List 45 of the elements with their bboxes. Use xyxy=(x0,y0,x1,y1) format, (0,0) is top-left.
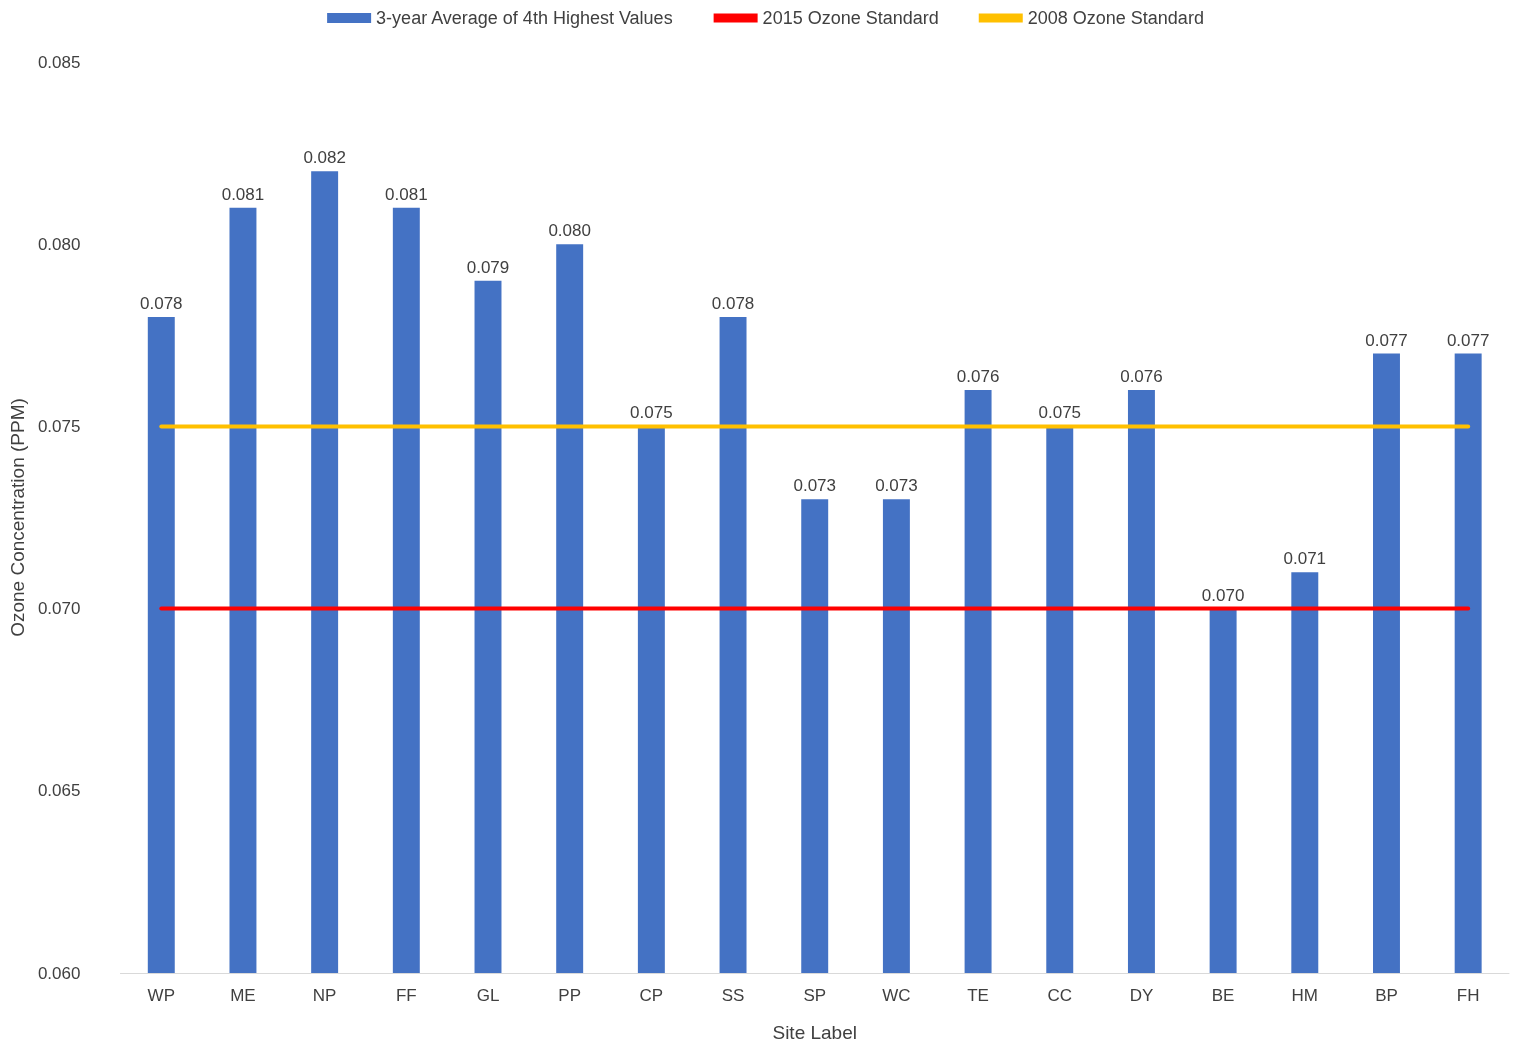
x-tick-label: PP xyxy=(558,986,582,1005)
data-label: 0.081 xyxy=(221,184,265,204)
data-label: 0.076 xyxy=(1120,366,1163,386)
x-tick-label: CP xyxy=(639,986,664,1005)
x-tick-label: NP xyxy=(312,986,337,1005)
data-label: 0.077 xyxy=(1446,330,1490,350)
x-tick-label: WC xyxy=(882,986,911,1005)
y-axis-title: Ozone Concentration (PPM) xyxy=(7,398,28,637)
data-label: 0.082 xyxy=(303,148,346,168)
y-tick-label: 0.065 xyxy=(37,781,81,801)
data-label: 0.077 xyxy=(1365,330,1408,350)
x-tick-label: BE xyxy=(1211,986,1235,1005)
data-label: 0.075 xyxy=(1038,403,1082,423)
y-tick-label: 0.085 xyxy=(37,52,81,72)
x-tick-label: BP xyxy=(1375,986,1398,1005)
x-tick-label: CC xyxy=(1047,986,1073,1005)
y-tick-label: 0.075 xyxy=(37,416,81,436)
data-label: 0.076 xyxy=(956,366,1000,386)
data-label: 0.081 xyxy=(385,184,428,204)
data-label: 0.070 xyxy=(1201,585,1245,605)
data-label: 0.078 xyxy=(711,294,755,314)
legend-label: 3-year Average of 4th Highest Values xyxy=(376,8,673,28)
y-tick-label: 0.070 xyxy=(37,599,81,619)
x-tick-label: SP xyxy=(803,986,827,1005)
data-label: 0.071 xyxy=(1283,549,1327,569)
x-tick-label: SS xyxy=(721,986,745,1005)
y-tick-label: 0.080 xyxy=(37,234,81,254)
y-tick-label: 0.060 xyxy=(37,963,81,983)
data-label: 0.078 xyxy=(140,294,183,314)
data-label: 0.073 xyxy=(793,476,836,496)
data-label: 0.079 xyxy=(466,257,510,277)
data-label: 0.073 xyxy=(875,476,918,496)
x-tick-label: FF xyxy=(395,986,417,1005)
legend-label: 2008 Ozone Standard xyxy=(1027,8,1204,28)
legend-label: 2015 Ozone Standard xyxy=(762,8,939,28)
x-tick-label: DY xyxy=(1129,986,1154,1005)
x-tick-label: TE xyxy=(967,986,989,1005)
data-label: 0.075 xyxy=(630,403,673,423)
x-tick-label: WP xyxy=(147,986,175,1005)
x-axis-title: Site Label xyxy=(772,1022,857,1043)
x-tick-label: GL xyxy=(476,986,500,1005)
x-tick-label: FH xyxy=(1456,986,1480,1005)
x-tick-label: HM xyxy=(1291,986,1319,1005)
data-label: 0.080 xyxy=(548,221,591,241)
x-tick-label: ME xyxy=(230,986,256,1005)
